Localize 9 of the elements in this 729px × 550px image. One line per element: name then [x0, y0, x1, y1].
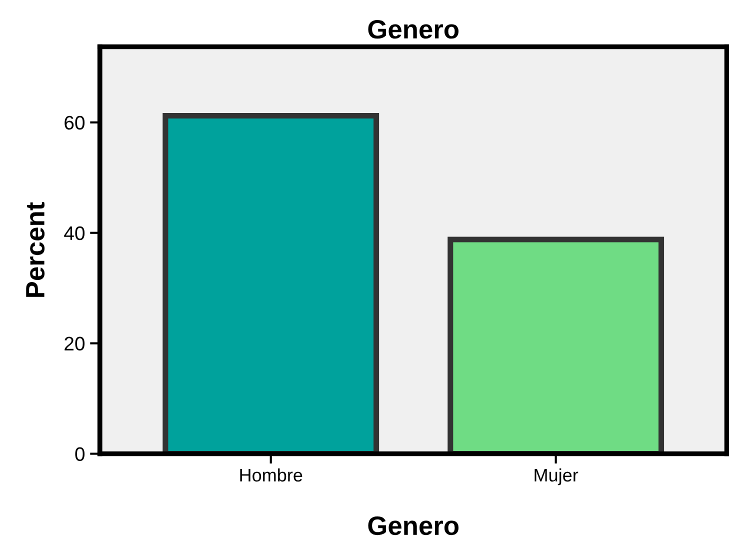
chart-title: Genero [368, 20, 459, 39]
x-tick-label: Hombre [240, 468, 302, 482]
y-tick-label: 40 [64, 226, 85, 240]
x-axis-title: Genero [368, 516, 459, 536]
y-tick-label: 0 [75, 447, 85, 461]
y-axis-title: Percent [26, 202, 45, 297]
x-tick-label: Mujer [534, 468, 578, 486]
y-tick-label: 60 [64, 116, 85, 130]
y-tick-label: 20 [64, 336, 85, 351]
